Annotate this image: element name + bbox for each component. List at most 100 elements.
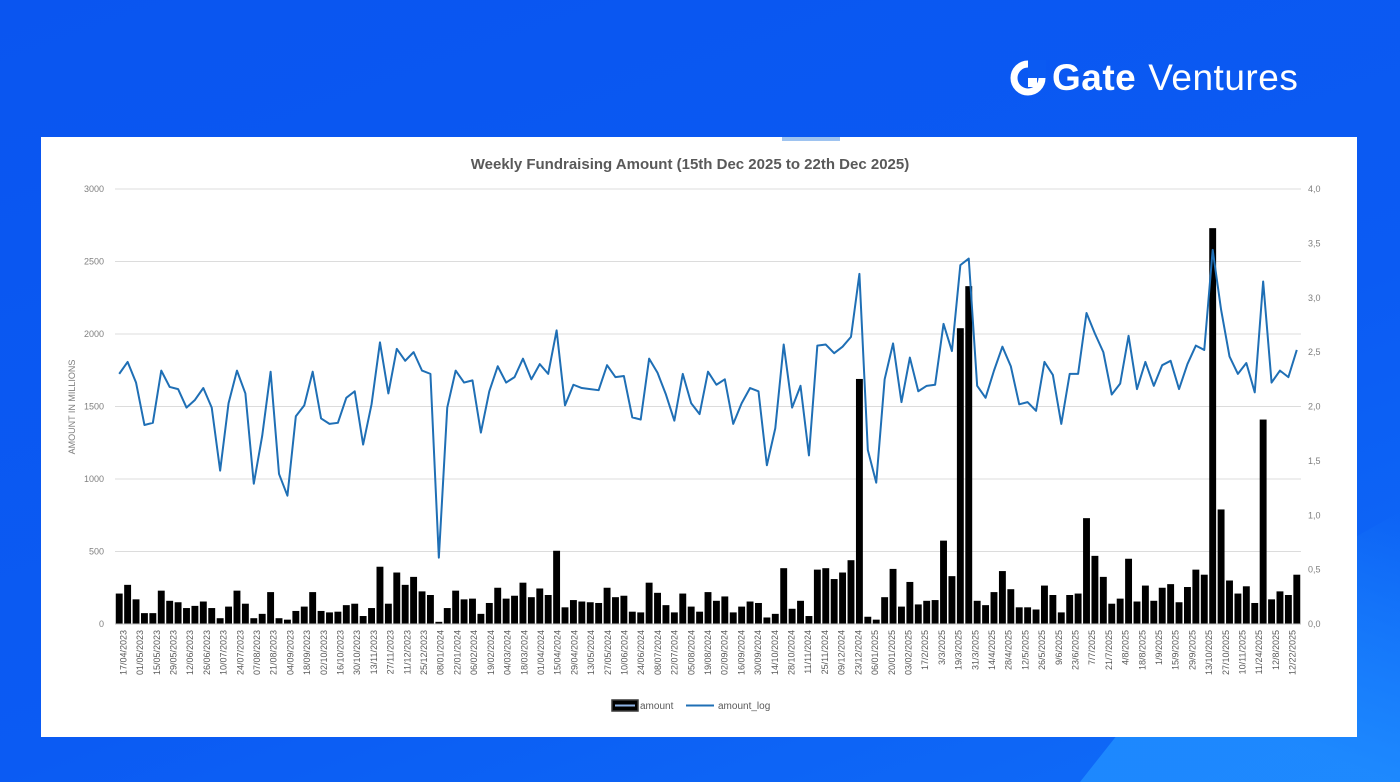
amount-bar bbox=[1276, 591, 1284, 625]
x-tick-label: 15/9/2025 bbox=[1171, 630, 1181, 670]
amount-bar bbox=[191, 605, 199, 625]
amount-bar bbox=[485, 602, 493, 624]
x-tick-label: 9/6/2025 bbox=[1054, 630, 1064, 665]
amount-bar bbox=[679, 593, 687, 624]
x-tick-label: 13/05/2024 bbox=[586, 630, 596, 675]
x-tick-label: 28/10/2024 bbox=[787, 630, 797, 675]
amount-bar bbox=[275, 618, 283, 624]
amount-bar bbox=[283, 619, 291, 624]
x-tick-label: 23/12/2024 bbox=[853, 630, 863, 675]
amount-bar bbox=[704, 592, 712, 624]
amount-bar bbox=[1066, 595, 1074, 624]
x-tick-label: 18/09/2023 bbox=[302, 630, 312, 675]
amount-bar bbox=[578, 601, 586, 624]
amount-bar bbox=[166, 600, 174, 624]
x-tick-label: 07/08/2023 bbox=[252, 630, 262, 675]
x-tick-label: 10/11/2025 bbox=[1238, 630, 1248, 674]
x-tick-label: 29/9/2025 bbox=[1187, 630, 1197, 670]
amount-bar bbox=[149, 613, 157, 625]
amount-bar bbox=[1209, 228, 1217, 624]
amount-bar bbox=[384, 603, 392, 624]
amount-bar bbox=[376, 566, 384, 624]
x-tick-label: 23/6/2025 bbox=[1070, 630, 1080, 670]
amount-bar bbox=[1293, 574, 1301, 624]
x-tick-label: 22/01/2024 bbox=[452, 630, 462, 675]
amount-bar bbox=[569, 600, 577, 624]
x-tick-label: 16/09/2024 bbox=[736, 630, 746, 675]
amount-bar bbox=[334, 611, 342, 624]
card-tab-marker bbox=[782, 137, 840, 141]
amount-bar bbox=[1167, 584, 1175, 625]
amount-bar bbox=[183, 608, 190, 624]
amount-bar bbox=[788, 608, 796, 624]
amount-bar bbox=[763, 617, 771, 624]
x-tick-label: 02/10/2023 bbox=[319, 630, 329, 675]
x-tick-label: 26/06/2023 bbox=[202, 630, 212, 675]
amount-bar bbox=[115, 593, 123, 624]
amount-bar bbox=[906, 581, 914, 624]
y2-tick-label: 2,5 bbox=[1308, 347, 1321, 357]
y2-tick-label: 0,0 bbox=[1308, 619, 1321, 629]
amount-bar bbox=[813, 569, 821, 625]
amount-bar bbox=[1083, 518, 1090, 624]
x-tick-label: 24/06/2024 bbox=[636, 630, 646, 675]
amount-bars bbox=[115, 228, 1301, 625]
x-tick-label: 27/11/2023 bbox=[386, 630, 396, 674]
x-tick-label: 24/07/2023 bbox=[235, 630, 245, 675]
amount-bar bbox=[1015, 607, 1023, 624]
amount-bar bbox=[1049, 595, 1057, 624]
amount-bar bbox=[1242, 586, 1250, 624]
x-tick-label: 03/02/2025 bbox=[903, 630, 913, 675]
amount-bar bbox=[620, 595, 628, 624]
amount-bar bbox=[174, 602, 182, 624]
y-tick-label: 3000 bbox=[84, 184, 104, 194]
fundraising-chart: Weekly Fundraising Amount (15th Dec 2025… bbox=[67, 156, 1321, 712]
amount-bar bbox=[132, 599, 140, 624]
amount-bar bbox=[721, 596, 729, 624]
x-tick-label: 04/09/2023 bbox=[285, 630, 295, 675]
y2-tick-label: 3,0 bbox=[1308, 293, 1321, 303]
x-tick-label: 01/04/2024 bbox=[536, 630, 546, 675]
y-tick-label: 0 bbox=[99, 619, 104, 629]
brand-name-bold: Gate bbox=[1052, 57, 1137, 98]
amount-bar bbox=[368, 608, 375, 624]
chart-title: Weekly Fundraising Amount (15th Dec 2025… bbox=[471, 156, 909, 173]
amount-bar bbox=[1234, 593, 1242, 624]
amount-bar bbox=[612, 597, 619, 624]
y2-tick-label: 1,5 bbox=[1308, 456, 1321, 466]
amount-bar bbox=[755, 602, 762, 624]
legend-line-label: amount_log bbox=[718, 701, 770, 712]
x-tick-label: 25/12/2023 bbox=[419, 630, 429, 675]
amount-bar bbox=[511, 595, 518, 624]
x-tick-label: 08/07/2024 bbox=[653, 630, 663, 675]
x-tick-label: 13/11/2023 bbox=[369, 630, 379, 674]
amount-bar bbox=[839, 572, 847, 624]
x-tick-label: 25/11/2024 bbox=[820, 630, 830, 674]
amount-bar bbox=[519, 582, 527, 624]
x-tick-label: 16/10/2023 bbox=[336, 630, 346, 675]
amount-bar bbox=[805, 616, 813, 624]
amount-bar bbox=[1259, 419, 1267, 624]
x-tick-label: 09/12/2024 bbox=[837, 630, 847, 675]
amount-bar bbox=[586, 602, 594, 624]
amount-bar bbox=[1057, 612, 1065, 624]
amount-bar bbox=[1099, 576, 1107, 625]
y-tick-label: 1500 bbox=[84, 402, 104, 412]
amount-bar bbox=[771, 613, 779, 624]
y-tick-label: 2500 bbox=[84, 257, 104, 267]
x-tick-label: 1/9/2025 bbox=[1154, 630, 1164, 665]
amount-bar bbox=[654, 592, 661, 624]
x-tick-label: 7/7/2025 bbox=[1087, 630, 1097, 665]
x-axis: 17/04/2023 01/05/2023 15/05/2023 29/05/2023… bbox=[115, 623, 1301, 675]
amount-bar bbox=[738, 606, 746, 624]
x-tick-label: 18/8/2025 bbox=[1137, 630, 1147, 670]
amount-bar bbox=[477, 613, 485, 624]
x-tick-label: 27/05/2024 bbox=[603, 630, 613, 675]
amount-bar bbox=[1133, 601, 1141, 624]
x-tick-label: 31/3/2025 bbox=[970, 630, 980, 670]
x-tick-label: 05/08/2024 bbox=[686, 630, 696, 675]
amount-bar bbox=[157, 590, 165, 624]
legend[interactable]: amount amount_log bbox=[611, 699, 770, 712]
amount-bar bbox=[292, 610, 300, 624]
amount-bar bbox=[233, 590, 241, 624]
